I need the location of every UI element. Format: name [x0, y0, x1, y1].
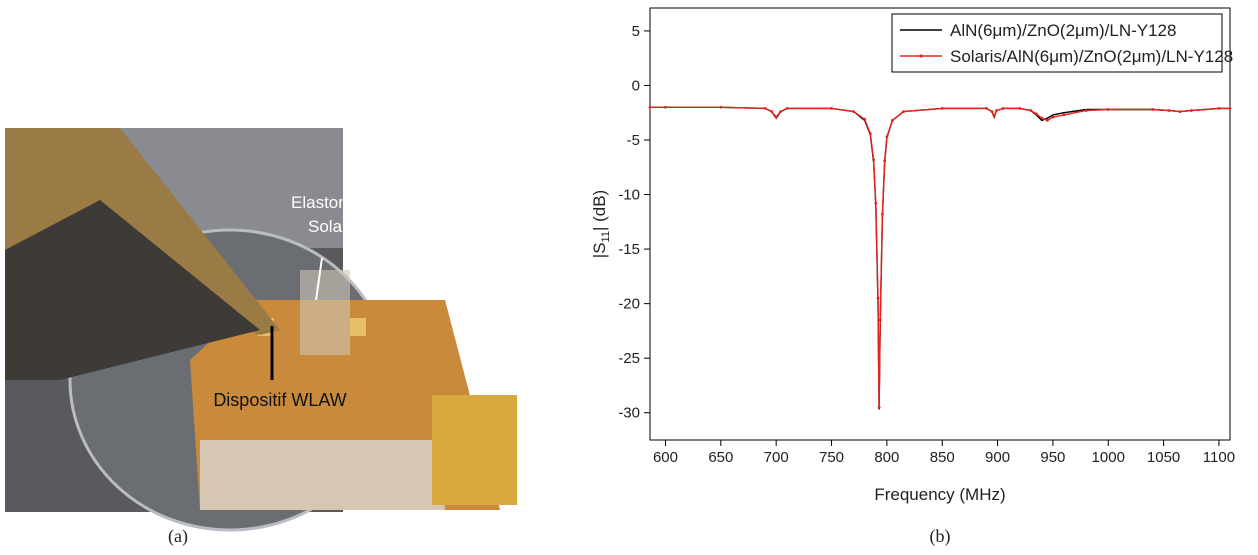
x-tick-label: 700 — [764, 449, 789, 466]
series-marker — [648, 105, 652, 109]
y-tick-label: -10 — [618, 187, 640, 204]
series-marker — [1106, 108, 1110, 111]
tweezers — [5, 128, 280, 335]
series-marker — [779, 110, 783, 114]
series-marker — [877, 405, 881, 409]
series-marker — [1228, 106, 1232, 110]
x-tick-label: 1050 — [1147, 449, 1180, 466]
x-tick-label: 650 — [708, 449, 733, 466]
y-axis-label: |S11| (dB) — [590, 190, 612, 258]
legend-label: AlN(6μm)/ZnO(2μm)/LN-Y128 — [950, 21, 1176, 40]
legend-box — [891, 13, 1223, 73]
x-tick-label: 750 — [819, 449, 844, 466]
x-tick-label: 600 — [653, 449, 678, 466]
legend-label: Solaris/AlN(6μm)/ZnO(2μm)/LN-Y128 — [950, 47, 1233, 66]
caption: (a) — [168, 526, 188, 547]
series-marker — [940, 106, 944, 110]
series-marker — [985, 106, 988, 110]
series-marker — [992, 114, 996, 118]
elastomer — [300, 270, 350, 355]
series-marker — [1018, 106, 1022, 110]
series-marker — [774, 115, 778, 119]
y-label-part: |S — [590, 242, 609, 258]
series-marker — [664, 105, 667, 109]
series-marker — [878, 318, 882, 322]
x-tick-label: 900 — [985, 449, 1010, 466]
series-marker — [1167, 109, 1171, 112]
series-marker — [1029, 109, 1033, 112]
photo-label: Elastomère — [291, 193, 377, 212]
series-marker — [1001, 106, 1005, 110]
photo-label: Solaris — [308, 217, 360, 236]
series-marker — [990, 110, 994, 114]
x-tick-label: 1000 — [1092, 449, 1125, 466]
x-axis-label: Frequency (MHz) — [874, 485, 1005, 504]
series-line — [650, 106, 1230, 410]
y-tick-label: -5 — [627, 132, 640, 149]
series-marker — [763, 106, 767, 110]
x-tick-label: 950 — [1040, 449, 1065, 466]
series-marker — [1045, 118, 1049, 122]
series-marker — [995, 109, 998, 112]
series-marker — [863, 117, 867, 121]
series-marker — [891, 118, 894, 122]
series-line — [650, 106, 1230, 408]
legend-marker — [919, 54, 923, 58]
y-tick-label: 5 — [632, 23, 640, 40]
series-marker — [874, 201, 878, 205]
series-marker — [1189, 109, 1193, 112]
caption: (b) — [930, 526, 951, 547]
series-marker — [883, 159, 887, 163]
x-tick-label: 800 — [874, 449, 899, 466]
series-marker — [852, 110, 856, 114]
photo: Elastomère Solaris Dispositif WLAW — [5, 128, 517, 532]
series-marker — [1051, 115, 1055, 119]
y-tick-label: -25 — [618, 350, 640, 367]
series-marker — [1062, 113, 1066, 117]
series-marker — [881, 212, 884, 216]
series-marker — [902, 110, 905, 114]
x-tick-label: 850 — [930, 449, 955, 466]
series-marker — [719, 105, 723, 109]
pad — [432, 395, 517, 505]
series-marker — [1178, 110, 1182, 114]
y-tick-label: -20 — [618, 296, 640, 313]
pcb-edge — [200, 440, 445, 510]
pointer — [315, 257, 323, 301]
series-marker — [872, 158, 875, 162]
plot-frame — [649, 7, 1231, 441]
electrode — [350, 318, 366, 336]
series-marker — [1151, 108, 1154, 111]
series-marker — [1084, 109, 1088, 112]
x-tick-label: 1100 — [1203, 449, 1235, 466]
y-tick-label: -15 — [618, 241, 640, 258]
series-marker — [770, 110, 774, 114]
series-marker — [1040, 116, 1044, 120]
y-tick-label: -30 — [618, 405, 640, 422]
holder — [5, 200, 260, 380]
series-marker — [876, 296, 880, 300]
y-tick-label: 0 — [632, 77, 640, 94]
series-marker — [885, 135, 889, 139]
series-marker — [785, 106, 789, 110]
series-marker — [868, 132, 872, 135]
series-marker — [1217, 106, 1221, 110]
series-marker — [830, 106, 833, 110]
series-marker — [1034, 112, 1038, 116]
photo-label: Dispositif WLAW — [213, 390, 346, 410]
y-label-sub: 11 — [600, 231, 612, 242]
y-label-part: | (dB) — [590, 190, 609, 231]
